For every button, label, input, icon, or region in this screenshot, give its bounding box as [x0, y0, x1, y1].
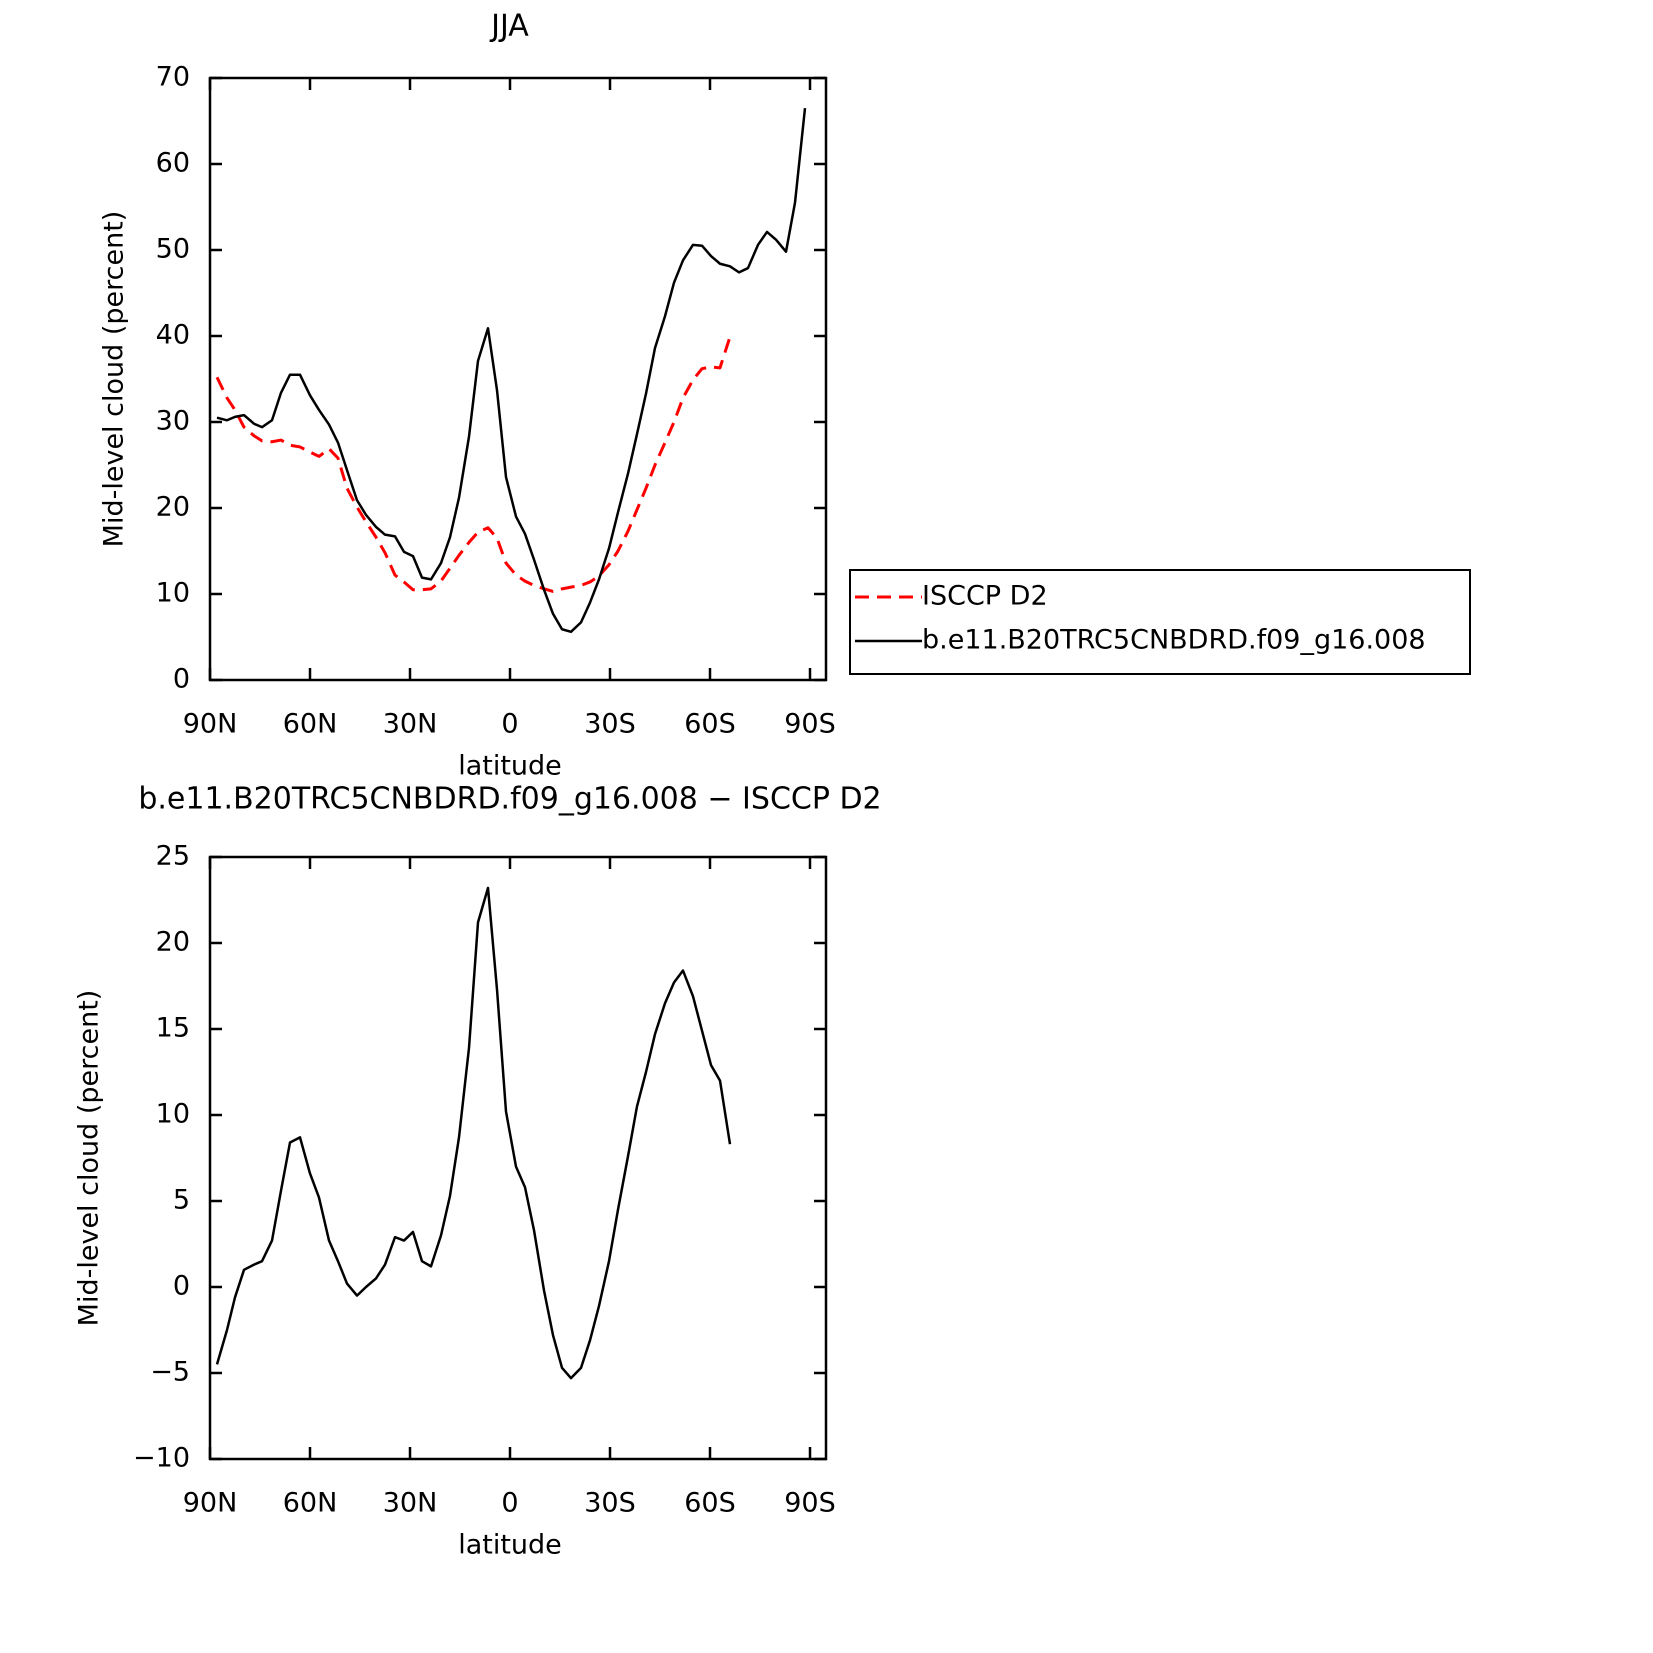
y-tick-label: 10: [156, 578, 190, 609]
y-tick-label: 20: [156, 927, 190, 958]
y-tick-label: 60: [156, 148, 190, 179]
plot-frame: [208, 855, 828, 1461]
y-tick-label: 50: [156, 234, 190, 265]
y-tick-label: −10: [133, 1443, 190, 1474]
legend-label: ISCCP D2: [922, 581, 1048, 612]
x-tick-label: 30S: [584, 709, 636, 740]
y-tick-label: 0: [173, 1271, 190, 1302]
y-tick-label: 40: [156, 320, 190, 351]
x-tick-label: 90N: [183, 1488, 238, 1519]
x-tick-label: 90S: [784, 709, 836, 740]
x-tick-label: 60S: [684, 709, 736, 740]
y-axis-label: Mid-level cloud (percent): [74, 990, 105, 1327]
x-axis-label: latitude: [458, 751, 562, 782]
y-tick-label: 30: [156, 406, 190, 437]
y-tick-label: 70: [156, 62, 190, 93]
x-tick-label: 60N: [283, 1488, 338, 1519]
chart-title: JJA: [489, 9, 529, 44]
y-tick-label: 5: [173, 1185, 190, 1216]
y-tick-label: 25: [156, 841, 190, 872]
plot-frame: [208, 76, 828, 682]
x-tick-label: 0: [501, 1488, 518, 1519]
y-tick-label: 10: [156, 1099, 190, 1130]
x-tick-label: 60N: [283, 709, 338, 740]
legend-box: [849, 569, 1471, 675]
y-tick-label: 20: [156, 492, 190, 523]
y-axis-label: Mid-level cloud (percent): [99, 211, 130, 548]
x-axis-label: latitude: [458, 1530, 562, 1561]
data-line: [215, 336, 732, 593]
legend-label: b.e11.B20TRC5CNBDRD.f09_g16.008: [922, 625, 1426, 656]
y-tick-label: −5: [150, 1357, 190, 1388]
x-tick-label: 90N: [183, 709, 238, 740]
y-tick-label: 15: [156, 1013, 190, 1044]
x-tick-label: 30N: [383, 1488, 438, 1519]
y-tick-label: 0: [173, 664, 190, 695]
data-line: [215, 886, 732, 1380]
x-tick-label: 0: [501, 709, 518, 740]
data-line: [216, 107, 807, 634]
x-tick-label: 30S: [584, 1488, 636, 1519]
x-tick-label: 30N: [383, 709, 438, 740]
chart-title: b.e11.B20TRC5CNBDRD.f09_g16.008 − ISCCP …: [138, 782, 881, 817]
x-tick-label: 60S: [684, 1488, 736, 1519]
x-tick-label: 90S: [784, 1488, 836, 1519]
